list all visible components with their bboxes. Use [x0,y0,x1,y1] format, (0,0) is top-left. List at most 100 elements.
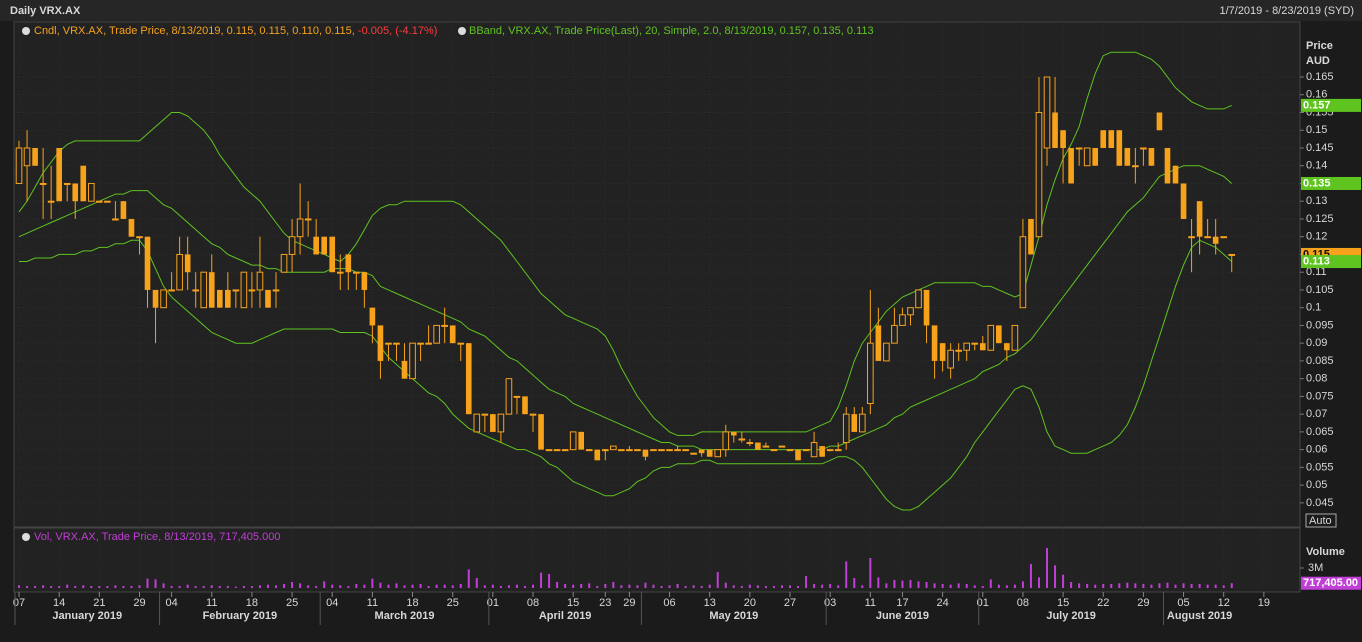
y-tick-label: 0.075 [1306,390,1334,402]
volume-bar [467,569,470,588]
candle-body [594,449,601,461]
y-tick-label: 0.16 [1306,89,1327,101]
volume-bar [210,585,213,588]
legend-icon[interactable] [22,533,30,541]
candle-body [401,360,408,379]
volume-bar [620,585,623,588]
y-tick-label: 0.055 [1306,461,1334,473]
x-tick-label: 01 [977,597,989,609]
candle-body [955,349,962,352]
y-tick-label: 0.09 [1306,337,1327,349]
candle-body [1140,147,1147,150]
candle-body [272,289,280,292]
candle-body [778,445,786,448]
volume-bar [114,585,117,588]
candle-body [947,349,954,369]
volume-bar [933,583,936,588]
volume-bar [459,584,462,588]
legend-icon[interactable] [458,27,466,35]
x-tick-label: 19 [1258,597,1270,609]
candle-body [987,324,995,351]
volume-bar [660,586,663,588]
volume-bar [917,581,920,588]
candle-body [497,413,505,433]
candle-body [1188,236,1195,239]
volume-bar [379,582,382,588]
candle-body [858,413,866,433]
volume-bar [403,585,406,588]
x-tick-label: 17 [896,597,908,609]
candle-body [883,342,890,362]
candle-body [72,183,79,202]
candle-body [256,271,264,291]
candle-body [842,413,850,444]
candle-body [160,289,167,309]
volume-bar [1005,585,1008,588]
volume-bar [363,584,366,588]
candle-body [1156,112,1163,131]
x-tick-label: 25 [447,597,459,609]
volume-bar [427,586,430,588]
candle-body [802,449,810,452]
y-tick-label: 0.145 [1306,142,1334,154]
candle-body [265,289,271,308]
volume-bar [435,584,438,588]
month-label: August 2019 [1167,610,1232,622]
x-tick-label: 12 [1218,597,1230,609]
volume-bar [1062,574,1065,588]
x-tick-label: 15 [567,597,579,609]
volume-bar [732,585,735,588]
candle-body [1196,201,1203,237]
volume-bar [411,584,414,588]
candle-body [1092,147,1099,166]
candle-body [225,289,231,308]
candle-body [706,449,713,457]
candle-body [144,236,151,290]
candle-body [996,325,1002,344]
volume-bar [869,558,872,588]
volume-bar [331,584,334,588]
month-label: June 2019 [876,610,929,622]
candle-body [192,289,200,292]
candle-body [23,147,31,167]
middle-band-tag-label: 0.135 [1303,177,1331,189]
candle-body [1164,147,1171,184]
volume-bar [532,584,535,588]
volume-bar [1182,583,1185,588]
volume-bar [644,582,647,588]
candle-body [746,442,754,445]
candle-body [313,236,319,255]
candle-body [449,325,456,344]
volume-bar [18,585,21,588]
volume-bar [443,584,446,588]
volume-bar [226,586,229,588]
candle-body [200,271,208,309]
volume-bar [371,578,374,588]
legend-icon[interactable] [22,27,30,35]
volume-bar [772,586,775,588]
candle-body [176,253,183,291]
candle-body [361,272,368,290]
upper-band-tag-label: 0.157 [1303,99,1331,111]
candle-body [15,147,23,184]
month-label: January 2019 [52,610,122,622]
chart-title: Daily VRX.AX [10,5,81,17]
candle-body [208,272,215,308]
volume-bar [307,585,310,588]
candle-body [47,200,55,203]
volume-bar [548,574,551,588]
volume-bar [989,579,992,588]
candle-body [1180,183,1187,219]
volume-bar [154,579,157,588]
auto-button[interactable] [1305,513,1337,528]
volume-bar [612,582,615,588]
volume-bar [700,586,703,588]
candle-legend-text: Cndl, VRX.AX, Trade Price, 8/13/2019, 0.… [34,25,358,37]
x-tick-label: 23 [599,597,611,609]
volume-bar [58,586,61,588]
volume-bar [106,586,109,588]
auto-button-label[interactable]: Auto [1309,515,1332,527]
x-tick-label: 22 [1097,597,1109,609]
volume-bar [98,586,101,588]
